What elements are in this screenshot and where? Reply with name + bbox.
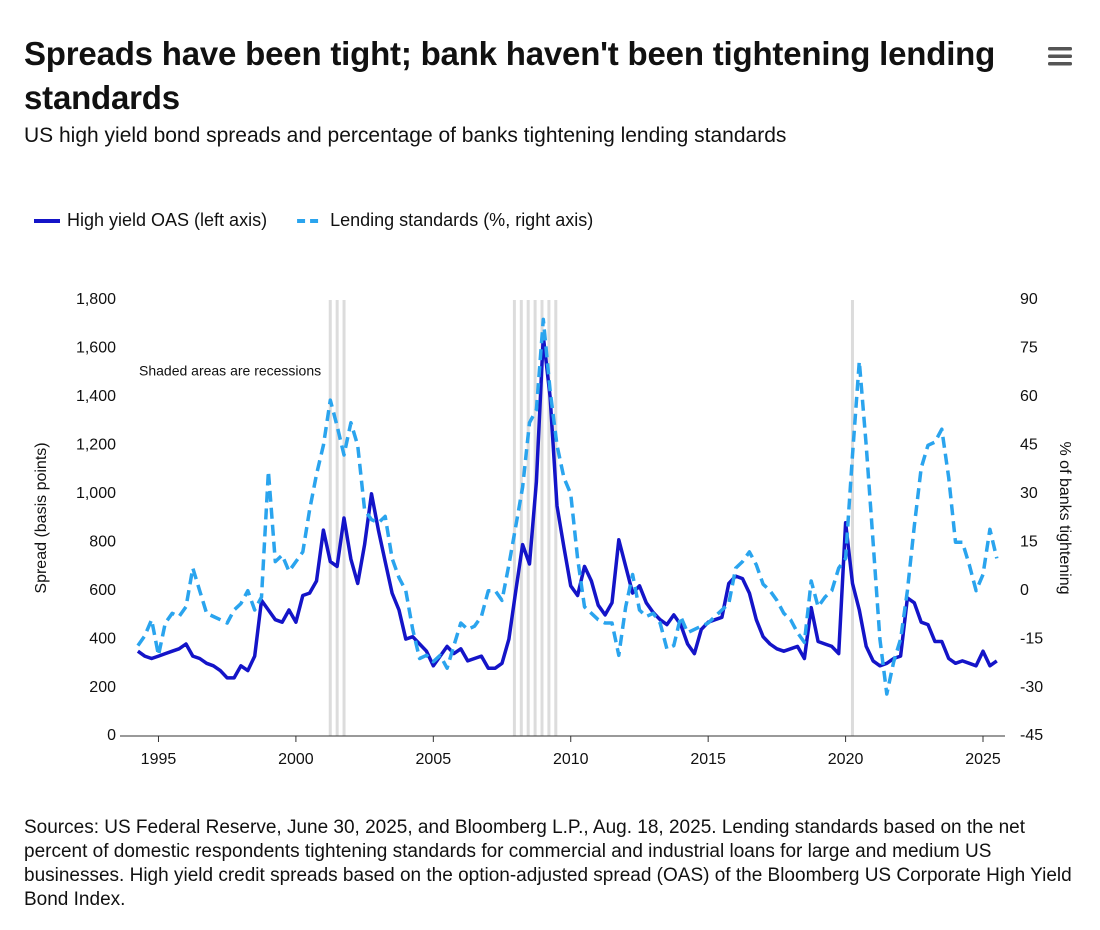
y2-tick-label: -45 <box>1020 727 1043 744</box>
x-tick-label: 2005 <box>416 751 452 768</box>
y-tick-label: 200 <box>89 679 116 696</box>
y-tick-label: 1,000 <box>76 485 116 502</box>
annotation: Shaded areas are recessions <box>139 363 321 379</box>
y-tick-label: 600 <box>89 582 116 599</box>
chart-subtitle: US high yield bond spreads and percentag… <box>24 124 787 147</box>
y-tick-label: 1,600 <box>76 340 116 357</box>
y-axis-label: Spread (basis points) <box>33 442 50 593</box>
x-tick-label: 2010 <box>553 751 589 768</box>
y2-tick-label: 30 <box>1020 485 1038 502</box>
y2-tick-label: 45 <box>1020 437 1038 454</box>
chart-title: Spreads have been tight; bank haven't be… <box>24 35 996 116</box>
y-tick-label: 1,800 <box>76 291 116 308</box>
chart: Shaded areas are recessions Spread (basi… <box>33 210 1073 768</box>
menu-button[interactable] <box>1046 44 1074 68</box>
x-tick-label: 2000 <box>278 751 314 768</box>
x-tick-label: 2025 <box>965 751 1001 768</box>
y-tick-label: 0 <box>107 727 116 744</box>
y2-tick-label: -15 <box>1020 630 1043 647</box>
y2-tick-label: 90 <box>1020 291 1038 308</box>
y2-tick-label: 60 <box>1020 388 1038 405</box>
source-note: Sources: US Federal Reserve, June 30, 20… <box>24 817 1072 910</box>
y2-tick-label: 75 <box>1020 340 1038 357</box>
y-tick-label: 400 <box>89 630 116 647</box>
y2-axis-label: % of banks tightening <box>1056 442 1073 595</box>
y-tick-label: 800 <box>89 533 116 550</box>
legend-label: Lending standards (%, right axis) <box>330 210 593 230</box>
y2-tick-label: -30 <box>1020 679 1043 696</box>
y2-tick-label: 0 <box>1020 582 1029 599</box>
y2-tick-label: 15 <box>1020 533 1038 550</box>
y-tick-label: 1,400 <box>76 388 116 405</box>
series-line <box>136 334 998 680</box>
series-line <box>136 317 999 696</box>
legend-label: High yield OAS (left axis) <box>67 210 267 230</box>
x-tick-label: 2020 <box>828 751 864 768</box>
x-tick-label: 2015 <box>690 751 726 768</box>
x-tick-label: 1995 <box>141 751 177 768</box>
y-tick-label: 1,200 <box>76 437 116 454</box>
